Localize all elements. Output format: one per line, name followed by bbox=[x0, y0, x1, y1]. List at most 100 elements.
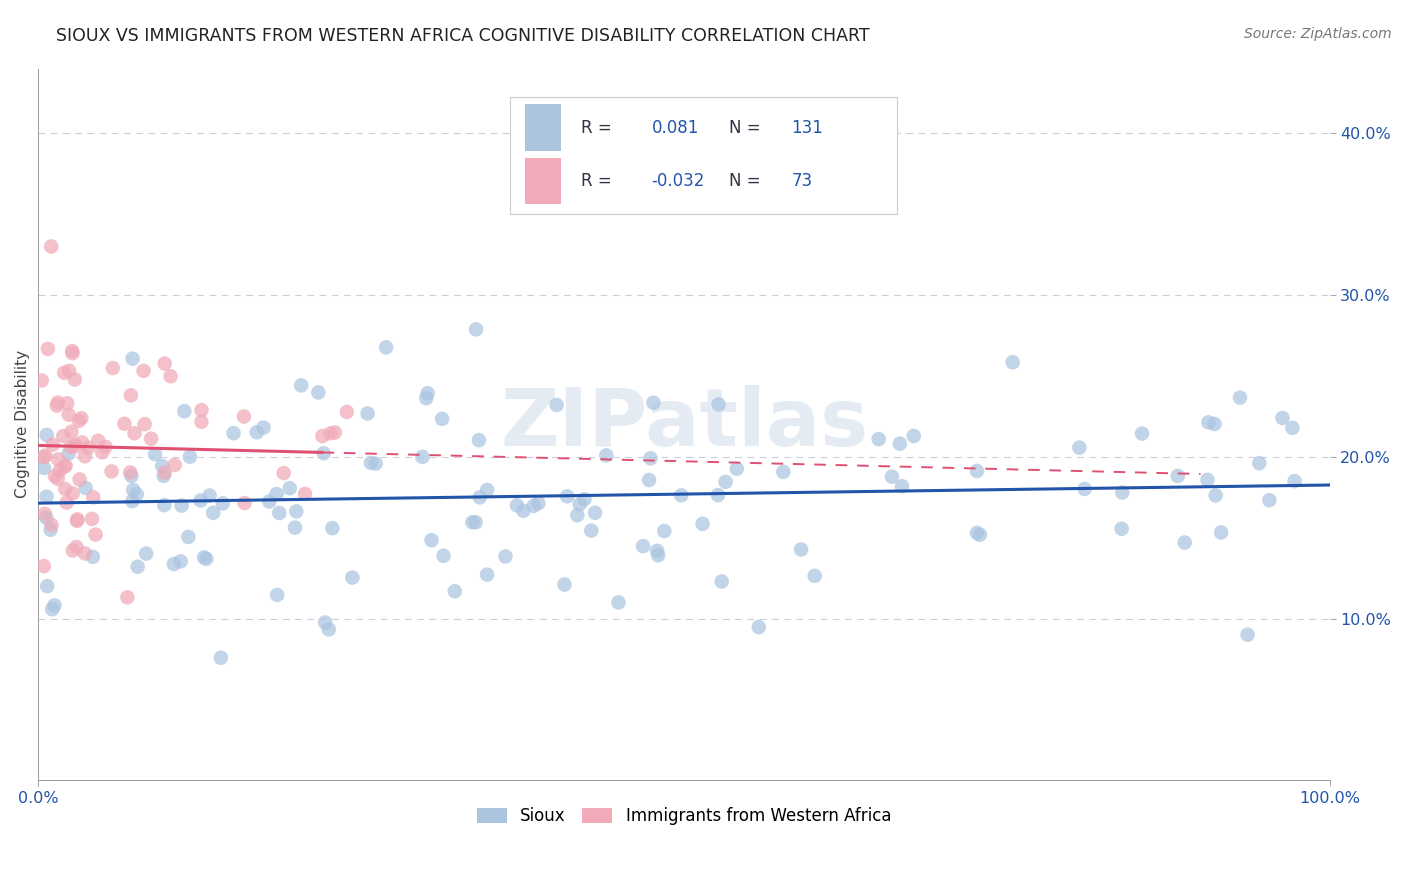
Point bbox=[461, 515, 484, 529]
Point bbox=[62, 346, 84, 360]
Point bbox=[80, 512, 103, 526]
Point bbox=[1174, 535, 1197, 549]
Point bbox=[692, 516, 714, 531]
Point bbox=[495, 549, 517, 564]
Point bbox=[46, 395, 69, 409]
Point bbox=[290, 378, 312, 392]
Point bbox=[336, 405, 359, 419]
Point bbox=[1111, 522, 1133, 536]
Point bbox=[312, 446, 335, 460]
Point bbox=[55, 458, 77, 473]
Text: -0.032: -0.032 bbox=[652, 172, 706, 190]
Point bbox=[195, 552, 218, 566]
Point bbox=[190, 415, 212, 429]
Point bbox=[1205, 488, 1227, 502]
Point bbox=[889, 436, 911, 450]
Point bbox=[65, 540, 87, 554]
Point bbox=[1258, 493, 1281, 508]
Point bbox=[56, 396, 79, 410]
Point bbox=[132, 364, 155, 378]
Point bbox=[364, 457, 387, 471]
Text: ZIPatlas: ZIPatlas bbox=[501, 385, 868, 464]
Point bbox=[152, 468, 174, 483]
Point bbox=[35, 511, 58, 525]
Point bbox=[1069, 441, 1091, 455]
Point bbox=[35, 490, 58, 504]
Point bbox=[415, 391, 437, 405]
Point bbox=[707, 397, 730, 411]
Point bbox=[62, 543, 84, 558]
Point bbox=[506, 498, 529, 512]
Point bbox=[553, 577, 575, 591]
Point bbox=[1281, 421, 1303, 435]
Point bbox=[273, 466, 295, 480]
Point bbox=[198, 488, 221, 502]
Point bbox=[222, 426, 245, 441]
Point bbox=[1111, 485, 1133, 500]
Point bbox=[233, 496, 256, 510]
Point bbox=[121, 494, 143, 508]
Point bbox=[63, 437, 86, 451]
FancyBboxPatch shape bbox=[510, 97, 897, 214]
Point bbox=[124, 426, 146, 441]
Point bbox=[65, 439, 87, 453]
Point bbox=[432, 549, 454, 563]
Point bbox=[37, 342, 59, 356]
Point bbox=[360, 456, 382, 470]
Point bbox=[69, 472, 91, 486]
Point bbox=[574, 492, 596, 507]
Point bbox=[645, 544, 668, 558]
Point bbox=[53, 366, 76, 380]
Point bbox=[70, 411, 93, 425]
Y-axis label: Cognitive Disability: Cognitive Disability bbox=[15, 351, 30, 499]
Point bbox=[880, 469, 903, 483]
Point bbox=[652, 524, 675, 538]
Point bbox=[583, 506, 606, 520]
Point bbox=[112, 417, 135, 431]
Point bbox=[1197, 416, 1219, 430]
FancyBboxPatch shape bbox=[526, 104, 561, 151]
Point bbox=[321, 521, 343, 535]
Point bbox=[44, 469, 66, 483]
Point bbox=[568, 497, 591, 511]
Point bbox=[39, 523, 62, 537]
Point bbox=[284, 520, 307, 534]
Point bbox=[134, 417, 156, 432]
Point bbox=[465, 322, 488, 336]
Point bbox=[34, 449, 56, 463]
Point bbox=[468, 491, 491, 505]
Point bbox=[294, 487, 316, 501]
Point bbox=[179, 450, 201, 464]
Point bbox=[319, 426, 342, 441]
Point bbox=[803, 569, 825, 583]
Point bbox=[45, 399, 67, 413]
Point bbox=[1167, 469, 1189, 483]
Point bbox=[120, 468, 142, 483]
Point bbox=[772, 465, 794, 479]
Point bbox=[868, 432, 890, 446]
Point bbox=[82, 491, 104, 505]
Point bbox=[1236, 628, 1258, 642]
Point bbox=[595, 448, 617, 462]
Point bbox=[121, 351, 143, 366]
Point bbox=[266, 588, 288, 602]
FancyBboxPatch shape bbox=[526, 158, 561, 204]
Point bbox=[523, 499, 546, 513]
Point bbox=[285, 504, 308, 518]
Point bbox=[70, 435, 93, 450]
Point bbox=[475, 567, 498, 582]
Point bbox=[209, 650, 232, 665]
Point bbox=[120, 466, 142, 480]
Text: R =: R = bbox=[581, 119, 617, 136]
Legend: Sioux, Immigrants from Western Africa: Sioux, Immigrants from Western Africa bbox=[477, 807, 891, 825]
Point bbox=[1271, 411, 1294, 425]
Point bbox=[163, 557, 186, 571]
Point bbox=[314, 615, 336, 630]
Point bbox=[73, 449, 96, 463]
Point bbox=[59, 440, 82, 454]
Text: SIOUX VS IMMIGRANTS FROM WESTERN AFRICA COGNITIVE DISABILITY CORRELATION CHART: SIOUX VS IMMIGRANTS FROM WESTERN AFRICA … bbox=[56, 27, 870, 45]
Point bbox=[143, 447, 166, 461]
Point bbox=[430, 412, 453, 426]
Point bbox=[163, 458, 186, 472]
Point bbox=[1197, 473, 1219, 487]
